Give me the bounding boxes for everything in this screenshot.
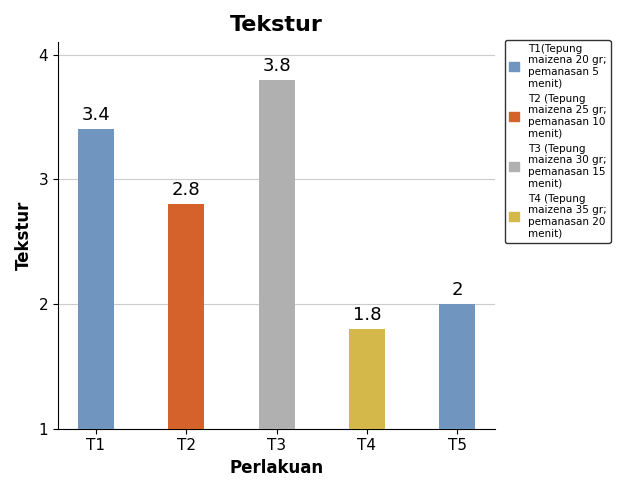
Bar <box>349 329 385 429</box>
X-axis label: Perlakuan: Perlakuan <box>230 459 324 477</box>
Title: Tekstur: Tekstur <box>230 15 323 35</box>
Bar <box>259 80 295 429</box>
Y-axis label: Tekstur: Tekstur <box>15 201 33 270</box>
Bar <box>168 204 204 429</box>
Text: 2.8: 2.8 <box>172 181 200 199</box>
Bar <box>439 304 475 429</box>
Legend: T1(Tepung
maizena 20 gr;
pemanasan 5
menit), T2 (Tepung
maizena 25 gr;
pemanasan: T1(Tepung maizena 20 gr; pemanasan 5 men… <box>505 39 610 243</box>
Bar <box>78 129 114 429</box>
Text: 1.8: 1.8 <box>352 306 381 324</box>
Text: 2: 2 <box>451 281 463 299</box>
Text: 3.4: 3.4 <box>81 106 110 124</box>
Text: 3.8: 3.8 <box>262 57 291 74</box>
